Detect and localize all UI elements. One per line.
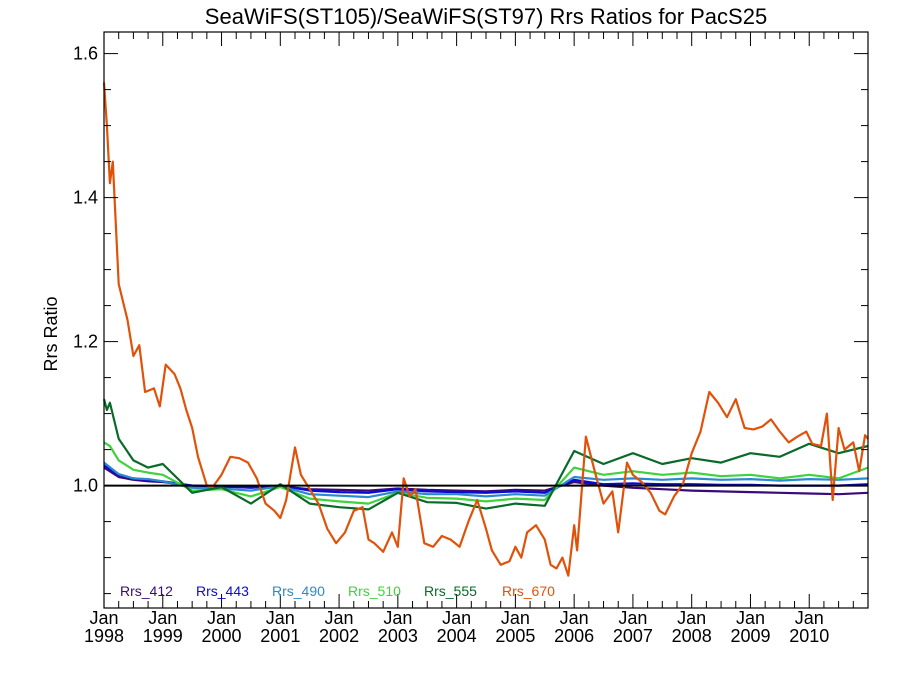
x-tick-year: 1998 [84, 626, 124, 646]
x-tick-year: 2008 [672, 626, 712, 646]
legend-label-rrs_510: Rrs_510 [348, 583, 401, 599]
x-tick-month: Jan [89, 608, 118, 628]
x-tick-month: Jan [383, 608, 412, 628]
y-tick-label: 1.2 [73, 332, 98, 352]
x-tick-year: 2006 [554, 626, 594, 646]
x-tick-year: 2001 [260, 626, 300, 646]
x-tick-month: Jan [736, 608, 765, 628]
x-tick-year: 1999 [143, 626, 183, 646]
x-tick-month: Jan [677, 608, 706, 628]
legend-label-rrs_555: Rrs_555 [424, 583, 477, 599]
y-axis-label: Rrs Ratio [41, 296, 61, 371]
x-tick-month: Jan [560, 608, 589, 628]
x-tick-year: 2000 [202, 626, 242, 646]
series-line-rrs_510 [103, 441, 869, 505]
x-tick-year: 2007 [613, 626, 653, 646]
x-tick-year: 2004 [437, 626, 477, 646]
x-tick-year: 2005 [495, 626, 535, 646]
x-tick-month: Jan [325, 608, 354, 628]
y-tick-label: 1.6 [73, 44, 98, 64]
x-tick-month: Jan [501, 608, 530, 628]
y-tick-label: 1.0 [73, 476, 98, 496]
x-tick-month: Jan [618, 608, 647, 628]
legend-label-rrs_443: Rrs_443 [196, 583, 249, 599]
x-tick-year: 2010 [789, 626, 829, 646]
legend-label-rrs_412: Rrs_412 [120, 583, 173, 599]
legend: Rrs_412 Rrs_443 Rrs_490 Rrs_510 Rrs_555 Rrs_6… [120, 583, 555, 599]
x-tick-month: Jan [442, 608, 471, 628]
series-line-rrs_555 [102, 398, 869, 511]
legend-label-rrs_670: Rrs_670 [502, 583, 555, 599]
chart-title: SeaWiFS(ST105)/SeaWiFS(ST97) Rrs Ratios … [205, 4, 767, 29]
x-tick-year: 2002 [319, 626, 359, 646]
x-tick-month: Jan [795, 608, 824, 628]
x-tick-month: Jan [207, 608, 236, 628]
plot-frame [103, 31, 869, 609]
x-tick-year: 2003 [378, 626, 418, 646]
x-tick-month: Jan [148, 608, 177, 628]
y-tick-label: 1.4 [73, 188, 98, 208]
x-tick-month: Jan [266, 608, 295, 628]
legend-label-rrs_490: Rrs_490 [272, 583, 325, 599]
x-tick-year: 2009 [730, 626, 770, 646]
